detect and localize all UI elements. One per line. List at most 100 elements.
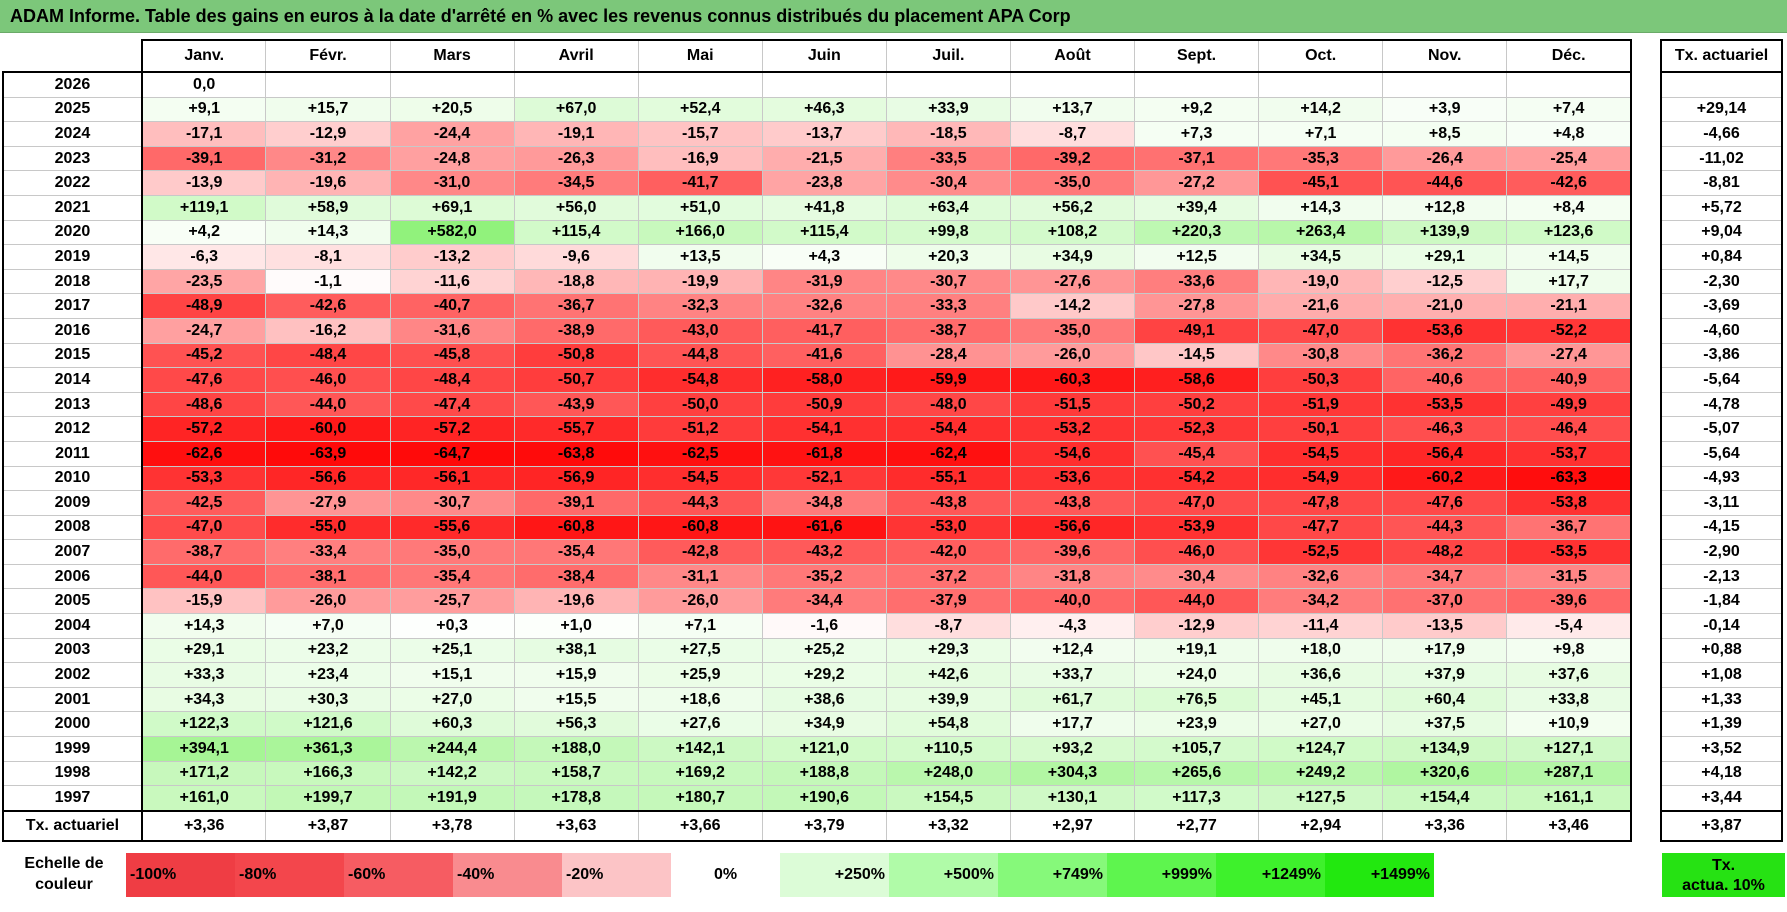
gain-cell: +17,7 [1506,268,1633,295]
gain-cell: -61,6 [761,514,887,541]
gain-cell: -45,2 [141,342,267,369]
gain-cell: -30,4 [1134,563,1260,590]
tx-cell: -4,78 [1660,391,1783,418]
gain-cell: -53,7 [1506,440,1633,467]
gain-cell [637,71,763,98]
gain-cell: +93,2 [1009,736,1136,762]
gain-cell: -31,5 [1506,563,1633,590]
gain-cell: +14,3 [265,219,391,246]
legend-label-line2: couleur [35,876,93,893]
gain-cell: +134,9 [1382,736,1508,762]
year-row: 2021 +119,1 +58,9 +69,1 +56,0 +51,0 +41,8 +63,4… [2,194,1633,221]
tx-cell: -11,02 [1660,145,1783,172]
gain-cell: -38,1 [265,563,391,590]
gain-cell: -14,5 [1134,342,1260,369]
gain-cell: +7,4 [1506,96,1633,123]
gain-cell: -26,0 [1009,342,1136,369]
year-label: 2009 [2,490,143,516]
gain-cell: +180,7 [637,785,763,812]
gain-cell: +1,0 [513,613,639,639]
year-label: 2013 [2,391,143,418]
gain-cell [885,71,1011,98]
gain-cell: -36,7 [513,293,639,319]
gain-cell: +12,5 [1134,244,1260,270]
legend-swatch: 0% [671,853,780,897]
gain-cell: -50,7 [513,367,639,393]
tx-cell: +1,33 [1660,686,1783,713]
footer-value: +3,87 [265,809,391,842]
gain-cell: -53,8 [1506,490,1633,516]
year-row: 1998 +171,2 +166,3 +142,2 +158,7 +169,2 +188,8… [2,760,1633,787]
gain-cell: -54,4 [885,416,1011,442]
gain-cell: -38,7 [885,317,1011,344]
gain-cell: -27,2 [1134,170,1260,196]
gain-cell: -62,5 [637,440,763,467]
gain-cell: -34,8 [761,490,887,516]
tx-cell: -5,64 [1660,440,1783,467]
gain-cell: +14,2 [1258,96,1384,123]
year-row: 1997 +161,0 +199,7 +191,9 +178,8 +180,7 +190,6… [2,785,1633,812]
year-row: 2006 -44,0 -38,1 -35,4 -38,4 -31,1 -35,2 -37,2-… [2,563,1633,590]
gain-cell: -30,4 [885,170,1011,196]
gain-cell: +29,1 [141,637,267,664]
gain-cell: -8,1 [265,244,391,270]
gain-cell: +121,0 [761,736,887,762]
gain-cell: -26,4 [1382,145,1508,172]
gain-cell: +13,5 [637,244,763,270]
gain-cell: -52,5 [1258,539,1384,565]
gain-cell: +166,0 [637,219,763,246]
gain-cell: -34,5 [513,170,639,196]
year-label: 2003 [2,637,143,664]
footer-value: +3,79 [761,809,887,842]
gain-cell [761,71,887,98]
tx-row: +29,14 [1660,96,1783,123]
month-header: Sept. [1134,39,1260,73]
tx-row: -2,13 [1660,563,1783,590]
legend-swatch: -80% [235,853,344,897]
tx-cell: +0,84 [1660,244,1783,270]
gain-cell: +154,5 [885,785,1011,812]
gain-cell: -24,4 [389,121,515,147]
gain-cell: -38,7 [141,539,267,565]
gain-cell: +56,0 [513,194,639,221]
gain-cell: -17,1 [141,121,267,147]
year-row: 2000 +122,3 +121,6 +60,3 +56,3 +27,6 +34,9 +54,… [2,711,1633,738]
month-header: Oct. [1258,39,1384,73]
gain-cell: +199,7 [265,785,391,812]
gain-cell: +56,3 [513,711,639,738]
gain-cell: +29,1 [1382,244,1508,270]
gain-cell: -60,0 [265,416,391,442]
gain-cell: +220,3 [1134,219,1260,246]
gain-cell: -30,8 [1258,342,1384,369]
gain-cell: +248,0 [885,760,1011,787]
gain-cell: -33,5 [885,145,1011,172]
gain-cell: -33,4 [265,539,391,565]
month-header: Mai [637,39,763,73]
gain-cell: +58,9 [265,194,391,221]
year-row: 2020 +4,2 +14,3 +582,0 +115,4 +166,0 +115,4 +99… [2,219,1633,246]
gain-cell: +60,4 [1382,686,1508,713]
gain-cell: +12,4 [1009,637,1136,664]
gain-cell: +8,5 [1382,121,1508,147]
year-row: 2015 -45,2 -48,4 -45,8 -50,8 -44,8 -41,6 -28,4-… [2,342,1633,369]
gain-cell: -1,1 [265,268,391,295]
tx-cell: -2,30 [1660,268,1783,295]
gain-cell: +582,0 [389,219,515,246]
tx-row: -4,93 [1660,465,1783,492]
gain-cell: -46,3 [1382,416,1508,442]
gain-cell: -27,6 [1009,268,1136,295]
tx-row: +1,08 [1660,662,1783,688]
gain-cell: -13,7 [761,121,887,147]
gain-cell: +3,9 [1382,96,1508,123]
year-label: 2025 [2,96,143,123]
gain-cell: -54,6 [1009,440,1136,467]
year-label: 2019 [2,244,143,270]
gain-cell: +51,0 [637,194,763,221]
gain-cell: +23,9 [1134,711,1260,738]
gain-cell: -54,5 [637,465,763,492]
gain-cell: -12,9 [265,121,391,147]
gain-cell: +320,6 [1382,760,1508,787]
gain-cell: -60,3 [1009,367,1136,393]
gain-cell: +33,8 [1506,686,1633,713]
gain-cell: +119,1 [141,194,267,221]
